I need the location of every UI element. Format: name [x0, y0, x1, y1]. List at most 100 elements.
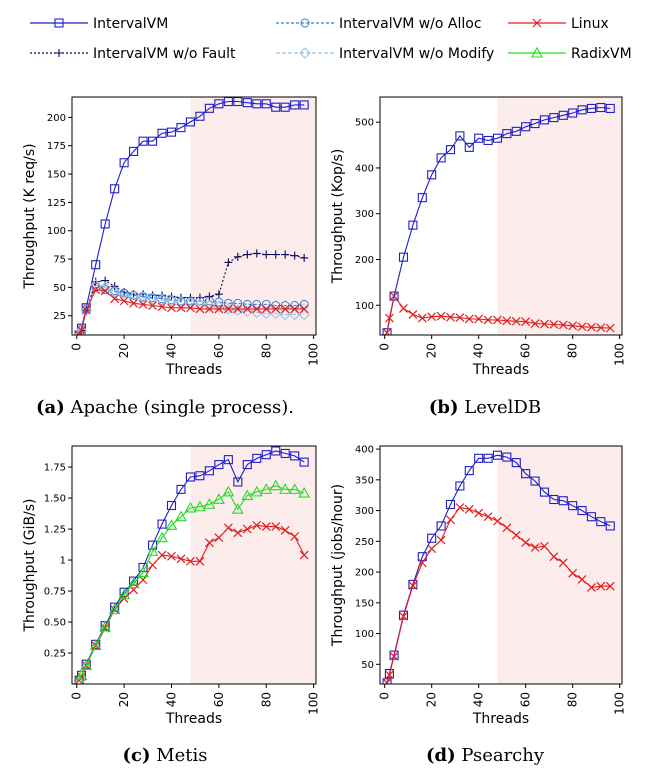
data-point-intervalvm	[290, 451, 300, 461]
data-point-linux	[399, 304, 408, 313]
data-point-intervalvm	[474, 133, 484, 143]
data-point-linux	[605, 581, 615, 591]
y-tick-label: 300	[355, 506, 374, 517]
data-point-linux	[280, 304, 290, 314]
x-tick-label: 20	[117, 343, 131, 358]
data-point-intervalvm	[549, 113, 559, 123]
data-point-linux	[549, 320, 559, 329]
y-axis-label: Throughput (jobs/hour)	[330, 484, 346, 647]
data-point-linux	[148, 301, 157, 310]
data-point-intervalvm-w-o-fault	[252, 249, 261, 258]
shaded-region	[190, 97, 316, 335]
data-point-linux	[242, 524, 252, 534]
data-point-intervalvm	[223, 455, 233, 465]
data-point-intervalvm	[119, 158, 129, 168]
data-point-intervalvm	[147, 136, 158, 146]
data-point-intervalvm	[492, 133, 503, 143]
data-point-radixvm	[193, 500, 206, 512]
data-point-intervalvm-w-o-alloc	[233, 298, 243, 308]
data-point-linux	[483, 512, 493, 522]
y-tick-label: 75	[53, 255, 66, 266]
data-point-intervalvm-w-o-alloc	[74, 330, 84, 335]
y-axis-label: Throughput (Kop/s)	[330, 149, 346, 285]
data-point-intervalvm	[427, 533, 437, 543]
data-point-intervalvm	[129, 146, 139, 156]
data-point-radixvm	[127, 577, 140, 589]
data-point-radixvm	[222, 485, 235, 497]
caption-a-label: (a)	[36, 397, 65, 418]
series-group	[73, 446, 311, 684]
data-point-intervalvm	[280, 448, 290, 458]
data-point-intervalvm	[596, 102, 606, 113]
data-point-radixvm	[75, 669, 88, 680]
data-point-radixvm	[212, 493, 225, 504]
x-tick-label: 60	[519, 343, 533, 358]
data-point-intervalvm	[138, 136, 148, 146]
data-point-intervalvm-w-o-fault	[205, 292, 214, 301]
data-point-radixvm	[99, 620, 112, 632]
x-tick-label: 60	[519, 692, 533, 707]
data-point-intervalvm-w-o-fault	[243, 250, 252, 259]
legend-entry-intervalvm: IntervalVM	[30, 16, 168, 32]
data-point-intervalvm	[464, 466, 474, 476]
data-point-intervalvm	[242, 460, 252, 470]
data-point-intervalvm	[233, 477, 243, 487]
y-tick-label: 25	[53, 311, 66, 322]
data-point-intervalvm	[492, 450, 503, 460]
data-point-intervalvm	[596, 517, 606, 527]
data-point-intervalvm	[119, 587, 129, 597]
data-point-linux	[384, 670, 394, 680]
y-tick-label: 175	[47, 141, 66, 152]
y-tick-label: 1.75	[44, 463, 66, 474]
data-point-radixvm	[156, 531, 168, 543]
series-group	[73, 97, 310, 335]
data-point-intervalvm-w-o-fault	[139, 290, 148, 299]
data-point-intervalvm	[586, 103, 597, 113]
data-point-linux	[455, 313, 465, 323]
data-point-linux	[252, 520, 262, 530]
data-point-intervalvm-w-o-modify	[80, 304, 92, 316]
data-point-intervalvm	[436, 521, 446, 531]
y-tick-label: 1.50	[44, 494, 66, 505]
data-point-linux	[167, 551, 176, 561]
data-point-intervalvm	[389, 291, 399, 301]
data-point-intervalvm	[530, 476, 540, 486]
data-point-linux	[540, 319, 549, 329]
series-line-intervalvm	[386, 454, 611, 683]
data-point-radixvm	[137, 566, 150, 577]
data-point-linux	[464, 314, 474, 324]
data-point-intervalvm	[549, 494, 559, 505]
data-point-radixvm	[203, 498, 216, 509]
caption-d-label: (d)	[425, 745, 456, 766]
data-point-intervalvm-w-o-modify	[203, 299, 216, 312]
data-point-linux	[596, 323, 606, 333]
caption-c: (c) Metis	[10, 745, 320, 766]
data-point-linux	[204, 538, 214, 548]
data-point-intervalvm	[521, 122, 531, 132]
data-point-intervalvm-w-o-modify	[75, 324, 88, 335]
x-tick-label: 20	[425, 343, 439, 358]
series-group	[382, 102, 615, 335]
data-point-intervalvm	[427, 170, 437, 180]
y-tick-label: 150	[355, 598, 374, 609]
data-point-linux	[290, 532, 300, 541]
data-point-linux	[417, 313, 427, 323]
x-tick-label: 60	[212, 692, 226, 707]
data-point-intervalvm	[214, 460, 224, 470]
data-point-radixvm	[80, 659, 93, 670]
x-axis-label: Threads	[472, 362, 529, 378]
data-point-radixvm	[250, 485, 263, 497]
data-point-linux	[252, 304, 262, 314]
panel-apache: 0 20 40 60 80 100 25 50 75 100 125 150 175 200 Threads…	[22, 96, 321, 378]
data-point-intervalvm-w-o-modify	[241, 305, 254, 317]
data-point-linux	[77, 326, 86, 335]
data-point-intervalvm	[233, 97, 243, 107]
data-point-intervalvm	[577, 506, 587, 516]
data-point-linux	[540, 541, 549, 551]
legend-label-intervalvm-w-o-fault: IntervalVM w/o Fault	[93, 46, 236, 62]
data-point-radixvm	[260, 483, 273, 494]
y-tick-label: 100	[47, 226, 66, 237]
data-point-linux	[186, 556, 195, 566]
data-point-linux	[521, 538, 531, 547]
data-point-linux	[502, 316, 512, 326]
